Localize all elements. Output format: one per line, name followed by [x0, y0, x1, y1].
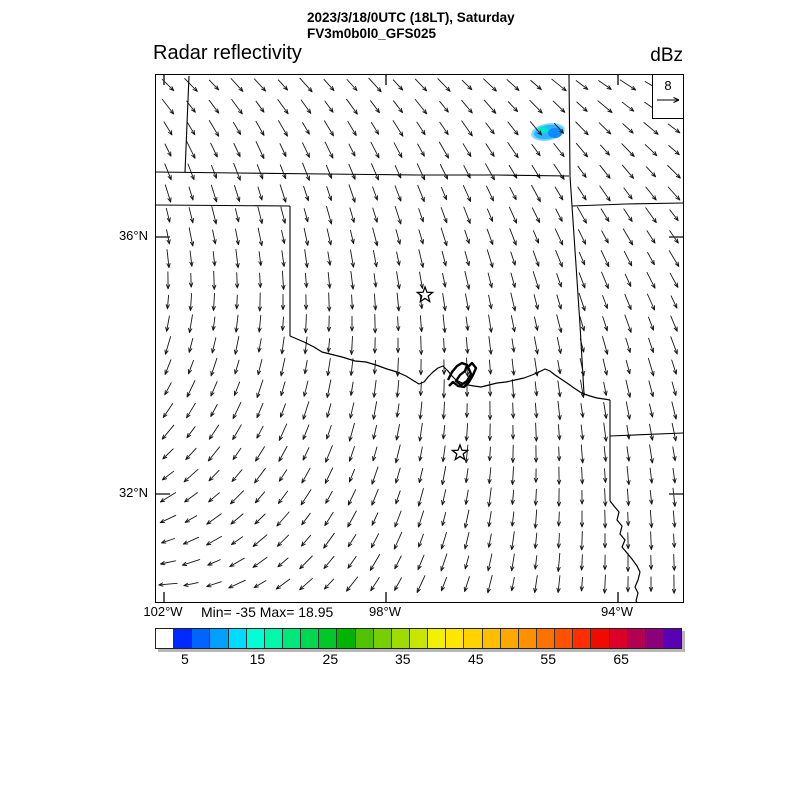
wind-vector-field [158, 77, 683, 594]
colorbar-segment [591, 629, 610, 648]
colorbar-segment [536, 629, 556, 648]
colorbar-segment [391, 629, 410, 648]
colorbar-tick-label: 25 [322, 651, 339, 667]
state-borders [156, 75, 683, 602]
colorbar-segment [282, 629, 302, 648]
colorbar-segment [264, 629, 283, 648]
field-name-label: Radar reflectivity [153, 42, 302, 64]
colorbar [155, 628, 682, 649]
colorbar-segment [573, 629, 592, 648]
colorbar-segment [301, 629, 320, 648]
colorbar-segment [555, 629, 574, 648]
map-canvas [156, 75, 683, 602]
colorbar-tick-label: 45 [467, 651, 484, 667]
reference-arrow-icon [657, 97, 680, 103]
colorbar-segment [518, 629, 537, 648]
wind-reference-legend: 8 [652, 74, 684, 119]
colorbar-segment [446, 629, 465, 648]
colorbar-tick-label: 35 [395, 651, 411, 667]
colorbar-segment [228, 629, 247, 648]
colorbar-segment [627, 629, 646, 648]
colorbar-segment [210, 629, 229, 648]
colorbar-segment [319, 629, 338, 648]
colorbar-segment [409, 629, 429, 648]
lon-tick-label: 94°W [601, 604, 633, 619]
colorbar-segment [192, 629, 211, 648]
map-plot-area: 8 [155, 74, 684, 603]
plot-title: 2023/3/18/0UTC (18LT), Saturday [307, 10, 515, 25]
colorbar-segment [464, 629, 483, 648]
axis-tick-marks [156, 75, 683, 602]
colorbar-tick-label: 5 [181, 651, 189, 667]
colorbar-segment [645, 629, 664, 648]
radar-echo-blob [531, 123, 565, 141]
colorbar-tick-label: 55 [540, 651, 556, 667]
lon-tick-label: 102°W [143, 604, 183, 619]
colorbar-tick-label: 65 [613, 651, 629, 667]
colorbar-segment [246, 629, 265, 648]
city-star-markers [415, 285, 470, 461]
plot-subtitle: FV3m0b0l0_GFS025 [307, 26, 437, 41]
colorbar-segment [609, 629, 628, 648]
minmax-annotation: Min= -35 Max= 18.95 [201, 604, 334, 620]
colorbar-segment [663, 629, 682, 648]
colorbar-segment [156, 629, 175, 648]
colorbar-tick-label: 15 [249, 651, 266, 667]
colorbar-segment [373, 629, 392, 648]
lat-tick-label: 32°N [118, 485, 148, 500]
lat-tick-label: 36°N [118, 228, 148, 243]
colorbar-segment [482, 629, 501, 648]
colorbar-segment [500, 629, 519, 648]
colorbar-segment [174, 629, 193, 648]
wind-reference-value: 8 [664, 78, 672, 93]
lon-tick-label: 98°W [369, 604, 401, 619]
units-label: dBz [650, 45, 683, 66]
colorbar-segment [428, 629, 447, 648]
colorbar-segment [337, 629, 356, 648]
colorbar-segment [355, 629, 374, 648]
